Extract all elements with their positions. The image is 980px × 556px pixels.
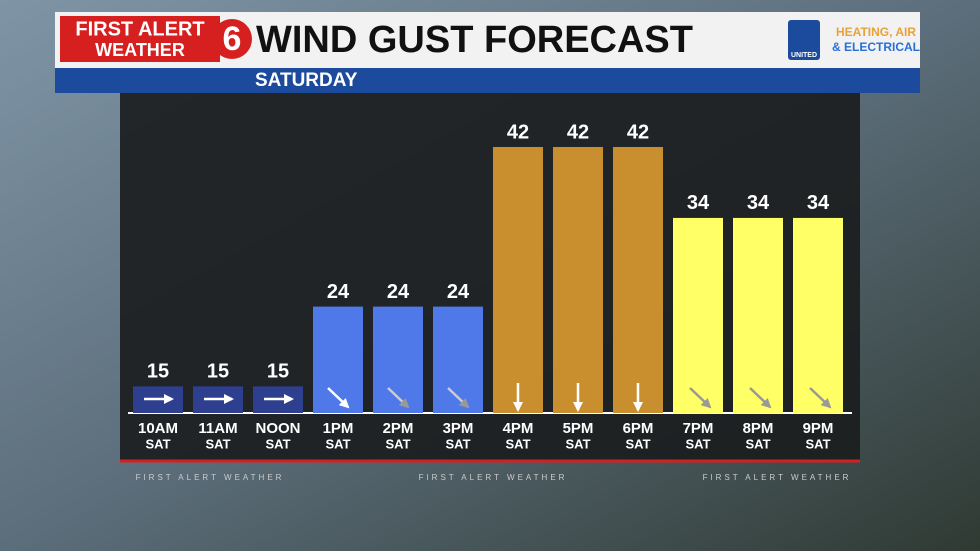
x-tick-label: 1PM xyxy=(323,420,354,437)
x-tick-label: 8PM xyxy=(743,420,774,437)
logo-box xyxy=(60,16,220,62)
x-tick-label: NOON xyxy=(256,420,301,437)
x-tick-sublabel: SAT xyxy=(685,436,710,451)
sponsor-line: & ELECTRICAL xyxy=(832,40,920,54)
sponsor-badge: UNITED xyxy=(791,52,817,59)
logo-bottom: WEATHER xyxy=(95,40,185,60)
value-label: 24 xyxy=(387,281,410,303)
bar xyxy=(433,306,483,413)
logo-number: 6 xyxy=(223,20,242,58)
bar xyxy=(733,217,783,413)
bars: 15 15 15 24 24 24 42 42 42 34 34 34 xyxy=(128,121,852,414)
bar xyxy=(613,147,663,413)
value-label: 34 xyxy=(807,192,830,214)
value-label: 42 xyxy=(567,121,589,143)
x-tick-label: 2PM xyxy=(383,420,414,437)
wind-arrow xyxy=(809,387,832,409)
x-tick-sublabel: SAT xyxy=(205,436,230,451)
chart-subtitle: SATURDAY xyxy=(255,70,358,91)
value-label: 34 xyxy=(747,192,770,214)
value-label: 15 xyxy=(207,361,229,383)
x-tick-sublabel: SAT xyxy=(805,436,830,451)
bar xyxy=(313,306,363,413)
x-tick-sublabel: SAT xyxy=(445,436,470,451)
footer-text: FIRST ALERT WEATHER xyxy=(703,473,852,482)
value-label: 24 xyxy=(447,281,470,303)
subheader-bar xyxy=(55,68,920,93)
bar xyxy=(373,306,423,413)
bar xyxy=(673,217,723,413)
sponsor-line: HEATING, AIR xyxy=(836,25,916,39)
value-label: 34 xyxy=(687,192,710,214)
x-tick-label: 7PM xyxy=(683,420,714,437)
wind-arrow xyxy=(387,387,410,409)
wind-arrow xyxy=(689,387,712,409)
value-label: 24 xyxy=(327,281,350,303)
footer-text: FIRST ALERT WEATHER xyxy=(419,473,568,482)
wind-arrow xyxy=(447,387,470,409)
x-tick-sublabel: SAT xyxy=(145,436,170,451)
sponsor-logo xyxy=(788,20,820,60)
footer-text: FIRST ALERT WEATHER xyxy=(136,473,285,482)
wind-arrow xyxy=(749,387,772,409)
logo-top: FIRST ALERT xyxy=(75,18,204,40)
x-tick-sublabel: SAT xyxy=(505,436,530,451)
x-tick-sublabel: SAT xyxy=(265,436,290,451)
x-tick-sublabel: SAT xyxy=(625,436,650,451)
x-tick-label: 5PM xyxy=(563,420,594,437)
x-tick-label: 3PM xyxy=(443,420,474,437)
value-label: 42 xyxy=(627,121,649,143)
x-tick-sublabel: SAT xyxy=(745,436,770,451)
x-tick-sublabel: SAT xyxy=(325,436,350,451)
bar xyxy=(493,147,543,413)
wind-arrow xyxy=(327,387,350,409)
chart-title: WIND GUST FORECAST xyxy=(256,19,693,61)
x-tick-label: 9PM xyxy=(803,420,834,437)
bar xyxy=(553,147,603,413)
value-label: 42 xyxy=(507,121,529,143)
bar xyxy=(793,217,843,413)
x-tick-sublabel: SAT xyxy=(565,436,590,451)
x-tick-label: 6PM xyxy=(623,420,654,437)
x-tick-sublabel: SAT xyxy=(385,436,410,451)
value-label: 15 xyxy=(267,361,289,383)
wind-arrows xyxy=(144,383,832,412)
x-tick-label: 11AM xyxy=(198,420,237,437)
x-tick-label: 10AM xyxy=(138,420,178,437)
value-label: 15 xyxy=(147,361,169,383)
logo-circle xyxy=(212,19,252,59)
x-tick-label: 4PM xyxy=(503,420,534,437)
